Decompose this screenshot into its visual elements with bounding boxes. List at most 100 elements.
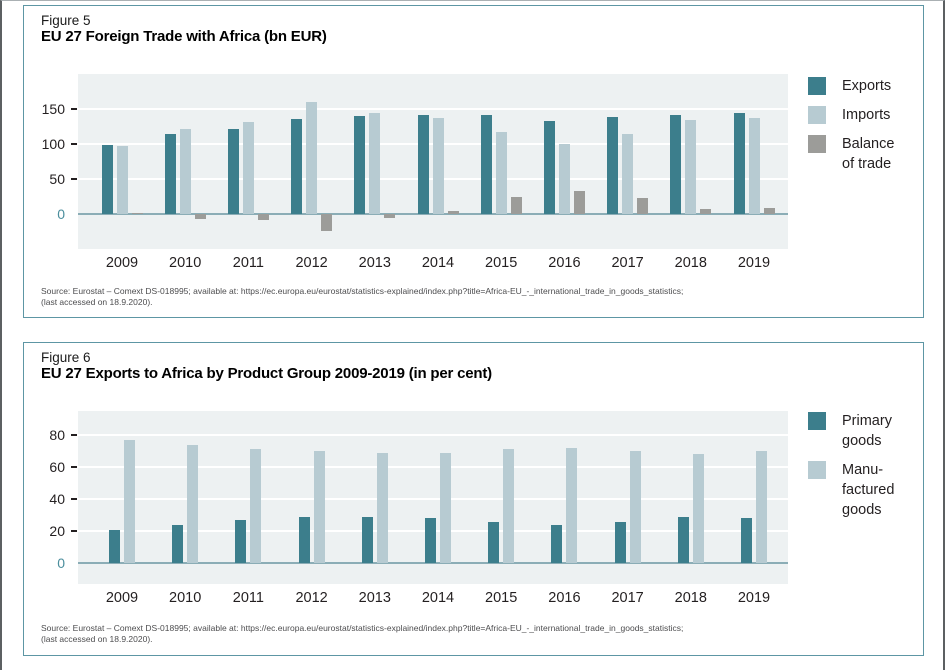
bar-imports-2012 [306, 102, 318, 214]
x-tick-label: 2018 [674, 255, 707, 271]
bar-primary-2009 [109, 529, 120, 564]
bar-primary-2017 [614, 521, 626, 564]
bar-manu-2016 [566, 447, 578, 564]
bar-manu-2017 [629, 451, 641, 564]
bar-primary-2013 [361, 516, 373, 564]
bar-balance-2015 [510, 196, 522, 214]
x-tick-label: 2014 [421, 255, 455, 271]
source-line-2: (last accessed on 18.9.2020). [41, 296, 153, 307]
bar-manu-2014 [440, 452, 451, 564]
y-axis-tick [71, 178, 77, 180]
legend-item: Primary goods [808, 411, 894, 451]
bar-manu-2018 [692, 454, 704, 564]
x-tick-label: 2012 [295, 590, 328, 606]
x-tick-label: 2010 [169, 590, 202, 606]
legend-label: Imports [842, 107, 891, 123]
y-tick-label: 150 [41, 101, 65, 117]
legend-item: Manu- factured goods [808, 460, 894, 520]
y-axis-tick [71, 143, 77, 145]
bar-primary-2016 [551, 524, 563, 564]
source-note: Source: Eurostat – Comext DS-018995; ava… [41, 623, 901, 644]
y-axis-tick [71, 498, 77, 501]
y-axis-tick [71, 466, 77, 469]
figure5-panel: Figure 5 EU 27 Foreign Trade with Africa… [23, 5, 924, 318]
bar-balance-2009 [131, 212, 143, 214]
bar-manu-2013 [376, 452, 388, 564]
bar-primary-2019 [741, 518, 752, 564]
x-tick-label: 2011 [232, 590, 264, 606]
chart-eu27-foreign-trade-africa: 0 50 100 150 2009 2010 2011 2012 2013 2014 2015 201… [24, 74, 923, 284]
x-tick-label: 2017 [611, 255, 644, 271]
bar-balance-2010 [194, 214, 206, 219]
bar-balance-2014 [447, 210, 459, 214]
y-tick-label: 0 [57, 555, 65, 572]
bar-imports-2009 [116, 146, 128, 214]
bar-balance-2013 [384, 214, 396, 218]
figure6-panel: Figure 6 EU 27 Exports to Africa by Prod… [23, 342, 924, 656]
bar-exports-2019 [733, 112, 745, 214]
bar-exports-2013 [354, 116, 366, 214]
y-tick-label: 80 [49, 427, 65, 444]
bar-imports-2013 [369, 112, 381, 214]
x-tick-label: 2016 [548, 590, 581, 606]
legend-label: Manu- factured goods [842, 462, 895, 518]
bar-balance-2016 [573, 190, 585, 214]
bar-imports-2019 [748, 118, 760, 214]
legend-swatch-icon [808, 106, 826, 124]
chart-legend: Exports Imports Balance of trade [808, 76, 894, 183]
y-tick-label: 0 [57, 206, 65, 222]
bar-manu-2012 [313, 451, 325, 564]
source-line-1: Source: Eurostat – Comext DS-018995; ava… [41, 286, 684, 296]
bar-primary-2014 [425, 518, 436, 564]
bar-exports-2014 [417, 114, 429, 214]
bar-manu-2009 [124, 439, 135, 564]
x-tick-label: 2013 [358, 255, 391, 271]
zero-baseline [78, 213, 788, 215]
legend-item: Imports [808, 105, 894, 125]
source-line-1: Source: Eurostat – Comext DS-018995; ava… [41, 623, 684, 633]
figure-title: EU 27 Foreign Trade with Africa (bn EUR) [41, 28, 327, 45]
source-note: Source: Eurostat – Comext DS-018995; ava… [41, 286, 901, 307]
x-tick-label: 2019 [737, 255, 771, 271]
figure-label: Figure 6 [41, 350, 91, 365]
legend-label: Balance of trade [842, 136, 895, 172]
bar-primary-2018 [677, 516, 689, 564]
bar-exports-2009 [101, 144, 113, 214]
legend-swatch-icon [808, 412, 826, 430]
y-tick-label: 60 [49, 459, 65, 476]
x-tick-label: 2012 [295, 255, 328, 271]
bar-balance-2017 [637, 197, 649, 214]
bar-imports-2018 [685, 120, 697, 214]
bar-exports-2018 [670, 115, 682, 214]
legend-swatch-icon [808, 77, 826, 95]
bar-imports-2011 [242, 122, 254, 214]
bar-manu-2019 [756, 451, 767, 564]
gridline [78, 108, 788, 110]
figure-title: EU 27 Exports to Africa by Product Group… [41, 365, 492, 382]
x-tick-label: 2015 [485, 590, 518, 606]
bar-manu-2015 [503, 449, 515, 564]
bar-manu-2010 [187, 444, 199, 564]
y-axis-tick [71, 434, 77, 437]
x-tick-label: 2009 [105, 590, 139, 606]
x-tick-label: 2013 [358, 590, 391, 606]
bar-exports-2011 [227, 128, 239, 214]
bar-manu-2011 [250, 449, 262, 564]
source-line-2: (last accessed on 18.9.2020). [41, 633, 153, 644]
bar-balance-2012 [321, 214, 333, 231]
x-tick-label: 2009 [105, 255, 139, 271]
y-axis-tick [71, 108, 77, 110]
y-tick-label: 50 [49, 171, 65, 187]
bar-exports-2012 [291, 118, 303, 214]
zero-baseline [78, 562, 788, 565]
bar-imports-2017 [622, 133, 634, 214]
x-tick-label: 2010 [169, 255, 202, 271]
x-tick-label: 2011 [232, 255, 264, 271]
bar-balance-2019 [763, 208, 775, 214]
figure-label: Figure 5 [41, 13, 91, 28]
x-tick-label: 2016 [548, 255, 581, 271]
legend-item: Exports [808, 76, 894, 96]
bar-exports-2010 [164, 134, 176, 214]
bar-exports-2017 [607, 117, 619, 214]
bar-balance-2011 [257, 214, 269, 221]
